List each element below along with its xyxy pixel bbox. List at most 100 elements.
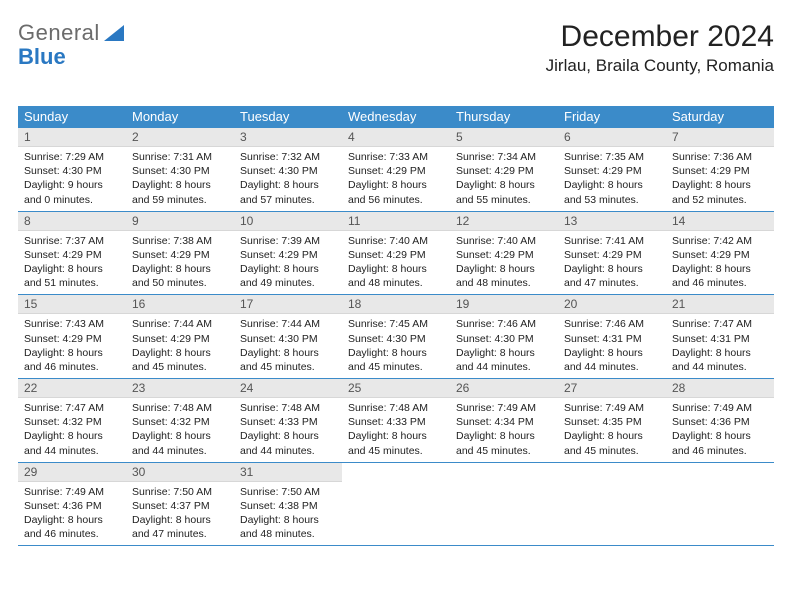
day-cell: 20Sunrise: 7:46 AMSunset: 4:31 PMDayligh… — [558, 295, 666, 378]
day-cell: 2Sunrise: 7:31 AMSunset: 4:30 PMDaylight… — [126, 128, 234, 211]
day-content: Sunrise: 7:29 AMSunset: 4:30 PMDaylight:… — [18, 147, 126, 211]
day-content: Sunrise: 7:40 AMSunset: 4:29 PMDaylight:… — [342, 231, 450, 295]
sunrise-line: Sunrise: 7:36 AM — [672, 150, 768, 164]
sunset-line: Sunset: 4:33 PM — [240, 415, 336, 429]
day-content: Sunrise: 7:48 AMSunset: 4:33 PMDaylight:… — [234, 398, 342, 462]
daylight-line: Daylight: 8 hours and 44 minutes. — [240, 429, 336, 457]
sunrise-line: Sunrise: 7:45 AM — [348, 317, 444, 331]
logo-text-general: General — [18, 20, 100, 46]
day-number: 6 — [558, 128, 666, 147]
day-number: 19 — [450, 295, 558, 314]
daylight-line: Daylight: 8 hours and 55 minutes. — [456, 178, 552, 206]
day-cell: 29Sunrise: 7:49 AMSunset: 4:36 PMDayligh… — [18, 463, 126, 546]
day-number: 1 — [18, 128, 126, 147]
day-cell: 31Sunrise: 7:50 AMSunset: 4:38 PMDayligh… — [234, 463, 342, 546]
daylight-line: Daylight: 8 hours and 56 minutes. — [348, 178, 444, 206]
sunset-line: Sunset: 4:29 PM — [132, 332, 228, 346]
day-content: Sunrise: 7:34 AMSunset: 4:29 PMDaylight:… — [450, 147, 558, 211]
day-cell: 14Sunrise: 7:42 AMSunset: 4:29 PMDayligh… — [666, 212, 774, 295]
daylight-line: Daylight: 8 hours and 51 minutes. — [24, 262, 120, 290]
daylight-line: Daylight: 8 hours and 47 minutes. — [132, 513, 228, 541]
day-cell: 12Sunrise: 7:40 AMSunset: 4:29 PMDayligh… — [450, 212, 558, 295]
day-cell: 22Sunrise: 7:47 AMSunset: 4:32 PMDayligh… — [18, 379, 126, 462]
day-cell: 21Sunrise: 7:47 AMSunset: 4:31 PMDayligh… — [666, 295, 774, 378]
sunrise-line: Sunrise: 7:48 AM — [348, 401, 444, 415]
day-number: 24 — [234, 379, 342, 398]
day-content: Sunrise: 7:49 AMSunset: 4:34 PMDaylight:… — [450, 398, 558, 462]
sunrise-line: Sunrise: 7:32 AM — [240, 150, 336, 164]
week-row: 29Sunrise: 7:49 AMSunset: 4:36 PMDayligh… — [18, 463, 774, 547]
sunset-line: Sunset: 4:32 PM — [132, 415, 228, 429]
sunrise-line: Sunrise: 7:33 AM — [348, 150, 444, 164]
sunset-line: Sunset: 4:29 PM — [456, 248, 552, 262]
day-content: Sunrise: 7:50 AMSunset: 4:37 PMDaylight:… — [126, 482, 234, 546]
day-number: 27 — [558, 379, 666, 398]
daylight-line: Daylight: 8 hours and 46 minutes. — [24, 346, 120, 374]
sunrise-line: Sunrise: 7:49 AM — [456, 401, 552, 415]
day-content: Sunrise: 7:49 AMSunset: 4:35 PMDaylight:… — [558, 398, 666, 462]
day-content: Sunrise: 7:45 AMSunset: 4:30 PMDaylight:… — [342, 314, 450, 378]
day-number: 23 — [126, 379, 234, 398]
sunrise-line: Sunrise: 7:38 AM — [132, 234, 228, 248]
day-number: 14 — [666, 212, 774, 231]
week-row: 8Sunrise: 7:37 AMSunset: 4:29 PMDaylight… — [18, 212, 774, 296]
day-number: 16 — [126, 295, 234, 314]
sunrise-line: Sunrise: 7:41 AM — [564, 234, 660, 248]
day-content: Sunrise: 7:33 AMSunset: 4:29 PMDaylight:… — [342, 147, 450, 211]
day-content: Sunrise: 7:49 AMSunset: 4:36 PMDaylight:… — [666, 398, 774, 462]
day-number: 17 — [234, 295, 342, 314]
day-number: 20 — [558, 295, 666, 314]
sunrise-line: Sunrise: 7:47 AM — [24, 401, 120, 415]
logo-triangle-icon — [104, 25, 124, 41]
day-content: Sunrise: 7:44 AMSunset: 4:30 PMDaylight:… — [234, 314, 342, 378]
weeks-container: 1Sunrise: 7:29 AMSunset: 4:30 PMDaylight… — [18, 128, 774, 546]
sunset-line: Sunset: 4:37 PM — [132, 499, 228, 513]
day-content: Sunrise: 7:46 AMSunset: 4:31 PMDaylight:… — [558, 314, 666, 378]
sunrise-line: Sunrise: 7:48 AM — [240, 401, 336, 415]
day-cell: 10Sunrise: 7:39 AMSunset: 4:29 PMDayligh… — [234, 212, 342, 295]
sunset-line: Sunset: 4:29 PM — [456, 164, 552, 178]
day-cell: 8Sunrise: 7:37 AMSunset: 4:29 PMDaylight… — [18, 212, 126, 295]
sunrise-line: Sunrise: 7:44 AM — [240, 317, 336, 331]
day-number: 11 — [342, 212, 450, 231]
sunset-line: Sunset: 4:36 PM — [24, 499, 120, 513]
day-number: 5 — [450, 128, 558, 147]
logo-text-blue: Blue — [18, 44, 66, 69]
day-cell: 11Sunrise: 7:40 AMSunset: 4:29 PMDayligh… — [342, 212, 450, 295]
sunrise-line: Sunrise: 7:46 AM — [456, 317, 552, 331]
sunrise-line: Sunrise: 7:31 AM — [132, 150, 228, 164]
sunrise-line: Sunrise: 7:40 AM — [348, 234, 444, 248]
day-content: Sunrise: 7:48 AMSunset: 4:32 PMDaylight:… — [126, 398, 234, 462]
day-content: Sunrise: 7:37 AMSunset: 4:29 PMDaylight:… — [18, 231, 126, 295]
daylight-line: Daylight: 8 hours and 45 minutes. — [348, 346, 444, 374]
day-content: Sunrise: 7:49 AMSunset: 4:36 PMDaylight:… — [18, 482, 126, 546]
sunset-line: Sunset: 4:29 PM — [348, 248, 444, 262]
week-row: 1Sunrise: 7:29 AMSunset: 4:30 PMDaylight… — [18, 128, 774, 212]
day-header-monday: Monday — [126, 106, 234, 128]
daylight-line: Daylight: 8 hours and 44 minutes. — [132, 429, 228, 457]
daylight-line: Daylight: 8 hours and 59 minutes. — [132, 178, 228, 206]
day-header-friday: Friday — [558, 106, 666, 128]
day-number: 7 — [666, 128, 774, 147]
sunset-line: Sunset: 4:30 PM — [348, 332, 444, 346]
sunrise-line: Sunrise: 7:46 AM — [564, 317, 660, 331]
daylight-line: Daylight: 9 hours and 0 minutes. — [24, 178, 120, 206]
daylight-line: Daylight: 8 hours and 47 minutes. — [564, 262, 660, 290]
day-content: Sunrise: 7:47 AMSunset: 4:32 PMDaylight:… — [18, 398, 126, 462]
day-number: 10 — [234, 212, 342, 231]
day-content: Sunrise: 7:42 AMSunset: 4:29 PMDaylight:… — [666, 231, 774, 295]
day-number: 2 — [126, 128, 234, 147]
sunrise-line: Sunrise: 7:50 AM — [132, 485, 228, 499]
day-content: Sunrise: 7:47 AMSunset: 4:31 PMDaylight:… — [666, 314, 774, 378]
day-content: Sunrise: 7:44 AMSunset: 4:29 PMDaylight:… — [126, 314, 234, 378]
day-cell: 6Sunrise: 7:35 AMSunset: 4:29 PMDaylight… — [558, 128, 666, 211]
week-row: 15Sunrise: 7:43 AMSunset: 4:29 PMDayligh… — [18, 295, 774, 379]
day-cell: 4Sunrise: 7:33 AMSunset: 4:29 PMDaylight… — [342, 128, 450, 211]
sunset-line: Sunset: 4:30 PM — [240, 332, 336, 346]
location-text: Jirlau, Braila County, Romania — [546, 56, 774, 76]
daylight-line: Daylight: 8 hours and 49 minutes. — [240, 262, 336, 290]
daylight-line: Daylight: 8 hours and 53 minutes. — [564, 178, 660, 206]
sunset-line: Sunset: 4:30 PM — [456, 332, 552, 346]
sunrise-line: Sunrise: 7:47 AM — [672, 317, 768, 331]
day-cell: 17Sunrise: 7:44 AMSunset: 4:30 PMDayligh… — [234, 295, 342, 378]
